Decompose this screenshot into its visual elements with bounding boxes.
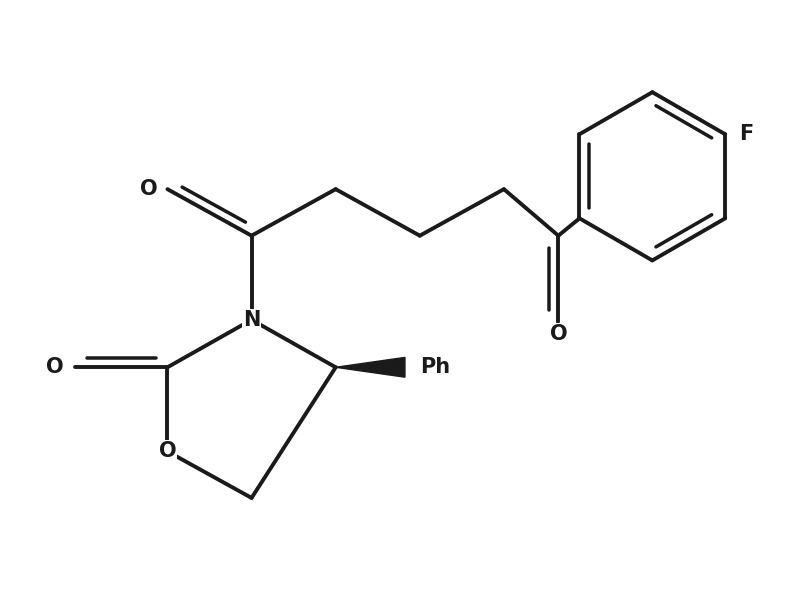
Polygon shape <box>336 358 405 377</box>
Text: N: N <box>243 310 260 330</box>
Text: Ph: Ph <box>420 357 450 377</box>
Text: O: O <box>140 179 158 199</box>
Text: F: F <box>739 124 754 144</box>
Text: O: O <box>158 442 176 461</box>
Text: O: O <box>46 357 63 377</box>
Text: O: O <box>550 323 567 344</box>
